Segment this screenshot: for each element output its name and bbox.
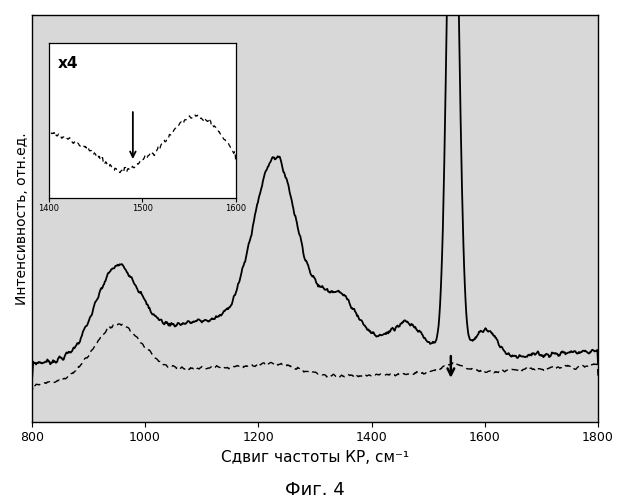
- X-axis label: Сдвиг частоты КР, см⁻¹: Сдвиг частоты КР, см⁻¹: [221, 450, 409, 465]
- Y-axis label: Интенсивность, отн.ед.: Интенсивность, отн.ед.: [15, 132, 29, 304]
- Text: Фиг. 4: Фиг. 4: [285, 481, 344, 499]
